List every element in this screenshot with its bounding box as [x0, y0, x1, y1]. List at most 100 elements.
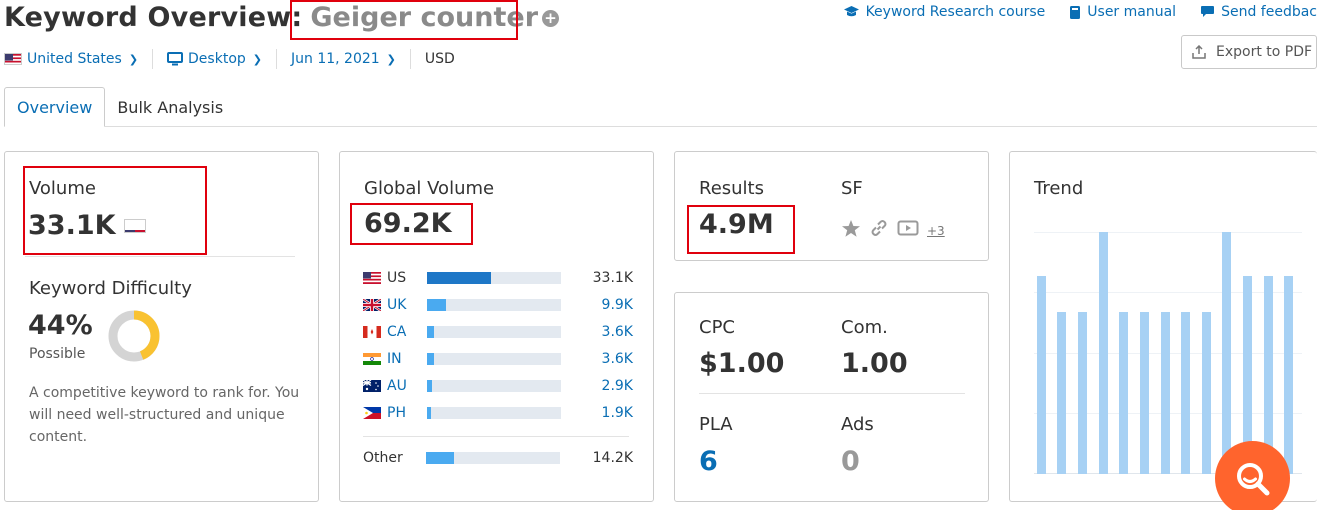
country-dropdown[interactable]: United States ❯ [4, 51, 138, 67]
results-label: Results [699, 178, 764, 199]
volume-bar-track [427, 380, 561, 392]
country-row-au[interactable]: AU 2.9K [363, 378, 633, 394]
send-feedback-link[interactable]: Send feedbac [1200, 4, 1317, 20]
cpc-label: CPC [699, 317, 735, 338]
add-plus-icon[interactable]: + [542, 9, 560, 27]
sf-more-link[interactable]: +3 [927, 224, 945, 238]
trend-bar[interactable] [1201, 311, 1211, 474]
country-volume: 3.6K [601, 351, 633, 367]
trend-bar[interactable] [1222, 232, 1232, 474]
star-icon[interactable] [841, 219, 861, 238]
kd-donut-fill [108, 310, 160, 362]
search-fab-button[interactable] [1215, 441, 1290, 510]
device-dropdown[interactable]: Desktop ❯ [167, 51, 262, 67]
divider [699, 393, 965, 394]
keyword-title: Geiger counter [310, 1, 539, 33]
keyword-research-course-link[interactable]: Keyword Research course [843, 4, 1046, 20]
volume-label: Volume [29, 178, 96, 199]
ads-value: 0 [841, 446, 860, 477]
in-flag-icon [363, 353, 381, 365]
divider [276, 49, 277, 69]
trend-bar[interactable] [1078, 311, 1088, 474]
country-row-ca[interactable]: CA 3.6K [363, 324, 633, 340]
country-code: US [387, 270, 407, 286]
kd-percent: 44% [28, 310, 93, 341]
volume-bar-track [427, 407, 561, 419]
au-flag-icon [363, 380, 381, 392]
volume-bar-track [426, 452, 560, 464]
tab-bulk-analysis[interactable]: Bulk Analysis [117, 97, 224, 117]
us-flag-icon [363, 272, 381, 284]
keyword-research-course-label: Keyword Research course [865, 4, 1046, 20]
ph-flag-icon [363, 407, 381, 419]
export-icon [1192, 45, 1206, 59]
global-volume-label: Global Volume [364, 178, 495, 199]
volume-bar-fill [426, 452, 455, 464]
volume-bar-fill [427, 380, 433, 392]
country-volume: 3.6K [601, 324, 633, 340]
volume-bar-track [427, 272, 561, 284]
volume-bar-fill [427, 272, 492, 284]
keyword-difficulty-label: Keyword Difficulty [29, 278, 192, 299]
country-row-ph[interactable]: PH 1.9K [363, 405, 633, 421]
filter-bar: United States ❯ Desktop ❯ Jun 11, 2021 ❯… [4, 48, 455, 70]
video-icon[interactable] [897, 219, 919, 237]
trend-bar[interactable] [1036, 275, 1046, 474]
country-code: IN [387, 351, 402, 367]
country-label: United States [27, 51, 122, 67]
other-volume: 14.2K [592, 450, 633, 466]
country-volume: 2.9K [601, 378, 633, 394]
volume-bar-fill [427, 326, 434, 338]
grid-line [1034, 232, 1302, 233]
other-label: Other [363, 450, 403, 466]
kd-donut-chart [108, 310, 160, 362]
trend-bar[interactable] [1139, 311, 1149, 474]
ads-label: Ads [841, 414, 874, 435]
uk-flag-icon [363, 299, 381, 311]
volume-card: Volume 33.1K Keyword Difficulty 44% Poss… [4, 151, 319, 502]
date-dropdown[interactable]: Jun 11, 2021 ❯ [291, 51, 396, 67]
volume-bar-fill [427, 299, 446, 311]
link-icon[interactable] [869, 218, 889, 238]
trend-bar[interactable] [1119, 311, 1129, 474]
trend-bar[interactable] [1242, 275, 1252, 474]
export-pdf-button[interactable]: Export to PDF [1181, 35, 1317, 69]
country-row-us[interactable]: US 33.1K [363, 270, 633, 286]
trend-bar[interactable] [1160, 311, 1170, 474]
volume-bar-track [427, 299, 561, 311]
book-icon [1070, 5, 1081, 19]
user-manual-label: User manual [1087, 4, 1177, 20]
chevron-down-icon: ❯ [128, 52, 139, 66]
page-title: Keyword Overview: Geiger counter + [4, 0, 560, 34]
pla-value[interactable]: 6 [699, 446, 718, 477]
trend-chart [1034, 232, 1302, 474]
send-feedback-label: Send feedbac [1221, 4, 1317, 20]
trend-bar[interactable] [1263, 275, 1273, 474]
trend-bar[interactable] [1181, 311, 1191, 474]
volume-bar-track [427, 326, 561, 338]
country-volume: 9.9K [601, 297, 633, 313]
currency-label: USD [424, 51, 455, 67]
divider [152, 49, 154, 69]
us-flag-icon [123, 218, 146, 233]
cpc-value: $1.00 [699, 348, 785, 379]
country-code: PH [387, 405, 406, 421]
volume-value: 33.1K [28, 210, 116, 241]
serp-features: +3 [841, 218, 945, 238]
export-label: Export to PDF [1216, 44, 1313, 60]
user-manual-link[interactable]: User manual [1069, 4, 1176, 20]
trend-label: Trend [1034, 178, 1084, 199]
volume-bar-fill [427, 353, 434, 365]
trend-bar[interactable] [1284, 275, 1294, 474]
kd-description-line: will need well-structured and unique [29, 407, 285, 423]
volume-value-row: 33.1K [28, 210, 146, 241]
trend-bar[interactable] [1098, 232, 1108, 474]
country-row-in[interactable]: IN 3.6K [363, 351, 633, 367]
us-flag-icon [4, 53, 22, 65]
trend-bar[interactable] [1057, 311, 1067, 474]
tab-overview[interactable]: Overview [4, 87, 106, 127]
kd-description-line: A competitive keyword to rank for. You [29, 385, 300, 401]
country-row-uk[interactable]: UK 9.9K [363, 297, 633, 313]
global-volume-card: Global Volume 69.2K US 33.1K UK 9.9K CA … [339, 151, 654, 502]
country-volume: 1.9K [601, 405, 633, 421]
